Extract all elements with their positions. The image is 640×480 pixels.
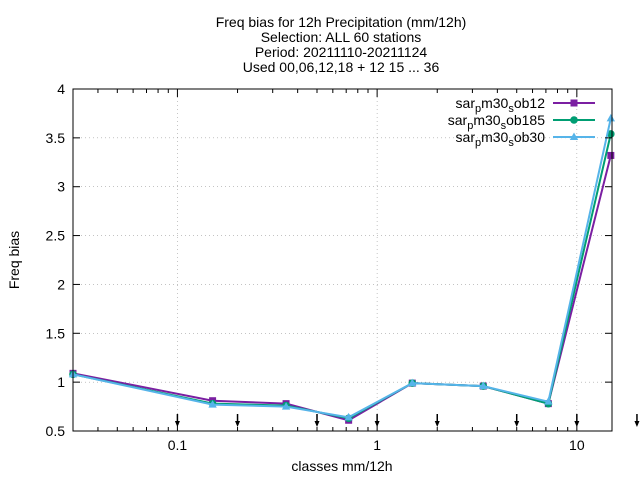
grid-lines	[73, 89, 612, 431]
y-tick-label: 0.5	[46, 423, 66, 439]
y-tick-label: 1	[57, 374, 65, 390]
series-line	[72, 133, 612, 420]
y-tick-label: 2.5	[46, 228, 66, 244]
data-point	[544, 397, 553, 405]
threshold-arrow	[235, 414, 241, 427]
axis-ticks: 0.5 1 1.5 2 2.5 3 3.5 4 0.1 1 10	[46, 81, 612, 453]
legend-label: sarpm30sob12	[456, 95, 546, 115]
y-axis-label: Freq bias	[6, 231, 22, 289]
y-tick-label: 1.5	[46, 325, 66, 341]
legend-item: sarpm30sob12	[456, 95, 595, 115]
chart-title: Freq bias for 12h Precipitation (mm/12h)…	[216, 14, 467, 75]
data-point	[607, 130, 615, 138]
data-point	[570, 116, 578, 124]
title-line: Selection: ALL 60 stations	[261, 29, 422, 45]
legend-label: sarpm30sob30	[456, 129, 546, 149]
legend-label: sarpm30sob185	[448, 112, 545, 132]
data-point	[570, 99, 578, 107]
y-tick-label: 3	[57, 179, 65, 195]
threshold-arrow	[174, 414, 180, 427]
data-point	[569, 132, 579, 140]
x-axis-label: classes mm/12h	[291, 458, 392, 474]
threshold-markers	[174, 414, 640, 427]
data-point	[607, 151, 615, 159]
y-tick-label: 2	[57, 276, 65, 292]
data-point	[606, 113, 616, 122]
threshold-arrow	[434, 414, 440, 427]
series	[68, 113, 616, 421]
x-tick-label: 1	[373, 437, 381, 453]
title-line: Freq bias for 12h Precipitation (mm/12h)	[216, 14, 467, 30]
series	[69, 151, 615, 424]
x-tick-label: 10	[569, 437, 585, 453]
plot-frame	[72, 88, 613, 432]
title-line: Used 00,06,12,18 + 12 15 ... 36	[243, 59, 440, 75]
data-point	[479, 381, 488, 390]
legend-item: sarpm30sob30	[456, 129, 595, 149]
series-line	[72, 155, 612, 422]
data-point	[408, 378, 417, 387]
series-line	[72, 118, 612, 419]
threshold-arrow	[374, 414, 380, 427]
x-tick-label: 0.1	[168, 437, 188, 453]
legend-item: sarpm30sob185	[448, 112, 595, 132]
data-point	[281, 402, 291, 410]
title-line: Period: 20211110-20211124	[255, 44, 428, 60]
threshold-arrow	[514, 414, 520, 427]
y-tick-label: 4	[57, 81, 65, 97]
data-point	[344, 412, 353, 421]
series-group	[68, 113, 616, 424]
y-tick-label: 3.5	[46, 130, 66, 146]
series	[69, 130, 615, 423]
threshold-arrow	[574, 414, 580, 427]
threshold-arrow	[634, 414, 640, 427]
data-point	[208, 400, 217, 408]
threshold-arrow	[314, 414, 320, 427]
